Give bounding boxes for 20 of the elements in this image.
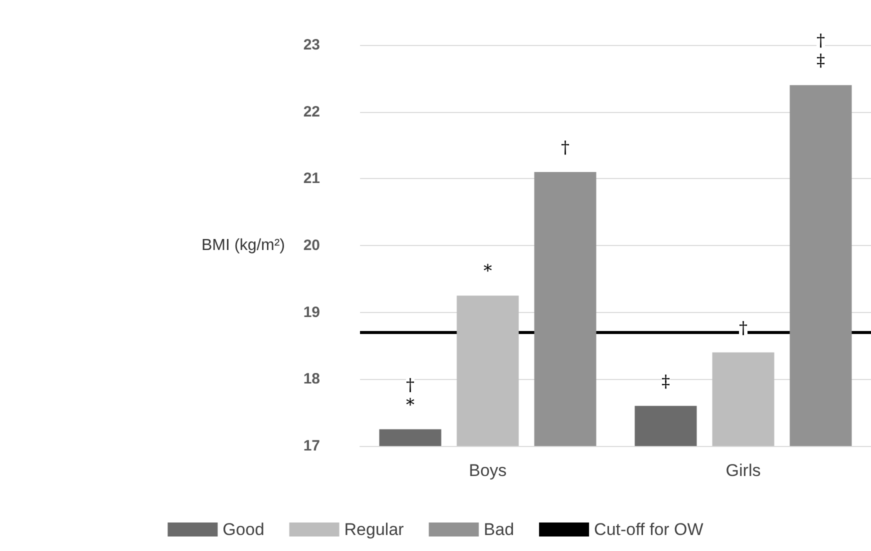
legend-label: Regular [344,520,404,539]
y-tick-label: 20 [303,237,320,254]
y-tick-label: 19 [303,304,320,321]
data-label: † * [406,375,415,416]
y-tick-label: 21 [303,170,320,188]
data-label: ‡ [662,372,670,392]
y-tick-label: 22 [303,103,320,120]
y-tick-label: 17 [303,438,320,454]
y-axis-title: BMI (kg/m²) [201,237,285,254]
data-label: † [561,138,570,158]
legend-label: Good [222,520,264,539]
x-tick-label: Boys [468,461,507,480]
x-tick-label: Girls [726,461,761,480]
legend-label: Bad [484,520,514,539]
y-tick-label: 18 [303,370,320,388]
legend-label: Cut-off for OW [594,520,704,539]
data-label: * [484,262,492,282]
data-label: † [739,318,748,338]
y-tick-label: 23 [303,36,320,54]
data-label: † ‡ [816,31,826,72]
